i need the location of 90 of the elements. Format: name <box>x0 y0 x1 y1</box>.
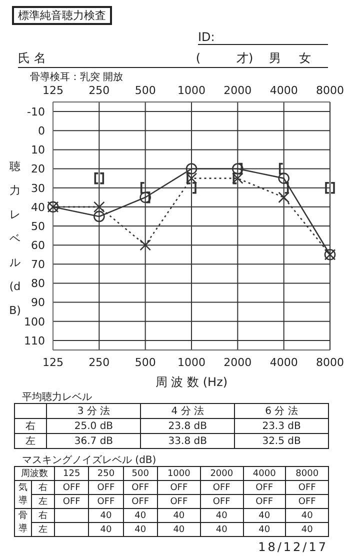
chart-title: 標準純音聴力検査 <box>12 6 112 25</box>
category-label: 2000 <box>210 468 234 478</box>
y-tick-label: 70 <box>31 258 45 272</box>
text: 32.5 dB <box>234 434 328 448</box>
text: 骨導検耳：乳突 開放 <box>30 70 124 84</box>
text: 右 <box>14 418 47 434</box>
y-tick-label: -10 <box>27 105 45 118</box>
text: 2000 <box>224 356 252 369</box>
text: 33.8 dB <box>140 434 235 448</box>
text: OFF <box>200 494 244 508</box>
category-label: 4000 <box>252 468 276 478</box>
text: 女 <box>299 50 312 67</box>
y-tick-label: 60 <box>31 238 45 252</box>
text: OFF <box>158 480 200 494</box>
text: 平均聴力レベル <box>22 390 92 404</box>
text: OFF <box>54 494 89 508</box>
y-tick-label: 50 <box>31 220 45 233</box>
text: OFF <box>286 480 328 494</box>
text: OFF <box>123 494 158 508</box>
category-label: 1000 <box>167 468 190 478</box>
text: 氏 名 <box>18 50 46 67</box>
text: 23.8 dB <box>140 418 235 434</box>
x-tick-label: 4000 <box>270 84 298 97</box>
y-axis-title: 聴力レベル (dB) <box>8 159 22 319</box>
category-label: 250 <box>97 468 115 478</box>
text: 40 <box>243 522 286 536</box>
text: 左 <box>32 494 54 508</box>
y-tick-label: 100 <box>24 315 45 328</box>
text: 周波数 <box>14 466 54 480</box>
text: 40 <box>88 508 124 522</box>
text: 右 <box>32 480 54 494</box>
text: 気導 <box>14 480 32 508</box>
text: 40 <box>88 522 124 536</box>
text: 23.3 dB <box>234 418 328 434</box>
category-label: 125 <box>63 468 80 478</box>
x-tick-label: 250 <box>88 84 110 97</box>
text: 40 <box>200 522 244 536</box>
text: 8000 <box>316 356 344 369</box>
x-axis-title: 周 波 数 (Hz) <box>155 375 228 389</box>
y-tick-label: 40 <box>31 200 45 214</box>
text: ( 才) <box>196 50 254 67</box>
text: 40 <box>243 508 286 522</box>
x-tick-label: 1000 <box>178 84 206 97</box>
y-tick-label: 0 <box>38 124 45 138</box>
text: 500 <box>134 356 156 369</box>
text: 40 <box>286 508 328 522</box>
category-label: 8000 <box>296 468 319 478</box>
text: OFF <box>123 480 158 494</box>
x-tick-label: 125 <box>42 84 64 97</box>
text: OFF <box>158 494 200 508</box>
text: 40 <box>158 522 200 536</box>
text: OFF <box>243 494 286 508</box>
text: 125 <box>42 356 64 369</box>
text: 40 <box>123 508 158 522</box>
text: 4 分 法 <box>140 404 235 418</box>
text: 骨導 <box>14 508 32 536</box>
category-label: 500 <box>132 468 149 478</box>
x-tick-label: 8000 <box>316 84 344 97</box>
text: 1000 <box>178 356 206 369</box>
text: 40 <box>200 508 244 522</box>
text: 6 分 法 <box>234 404 328 418</box>
text: ID: <box>198 30 328 45</box>
text: 40 <box>158 508 200 522</box>
y-tick-label: 90 <box>31 296 45 310</box>
text: OFF <box>200 480 244 494</box>
y-tick-label: 20 <box>31 162 45 176</box>
text: 左 <box>32 522 54 536</box>
x-tick-label: 2000 <box>224 84 252 97</box>
y-tick-label: 80 <box>31 277 45 290</box>
text: 左 <box>14 434 47 448</box>
y-tick-label: 110 <box>24 334 45 348</box>
text: マスキングノイズレベル (dB) <box>22 454 156 467</box>
text: OFF <box>88 494 124 508</box>
y-tick-label: 30 <box>31 182 45 195</box>
text: OFF <box>286 494 328 508</box>
text: 3 分 法 <box>46 404 141 418</box>
text: 36.7 dB <box>46 434 141 448</box>
text: 男 <box>269 50 282 67</box>
text: 250 <box>88 356 110 369</box>
text: 40 <box>286 522 328 536</box>
text: OFF <box>88 480 124 494</box>
text: 40 <box>123 522 158 536</box>
x-tick-label: 500 <box>134 84 156 97</box>
text: OFF <box>243 480 286 494</box>
text: 4000 <box>270 356 298 369</box>
text: 18/12/17 <box>258 540 328 554</box>
text: 右 <box>32 508 54 522</box>
text: OFF <box>54 480 89 494</box>
y-tick-label: 10 <box>31 144 45 157</box>
text: 25.0 dB <box>46 418 141 434</box>
